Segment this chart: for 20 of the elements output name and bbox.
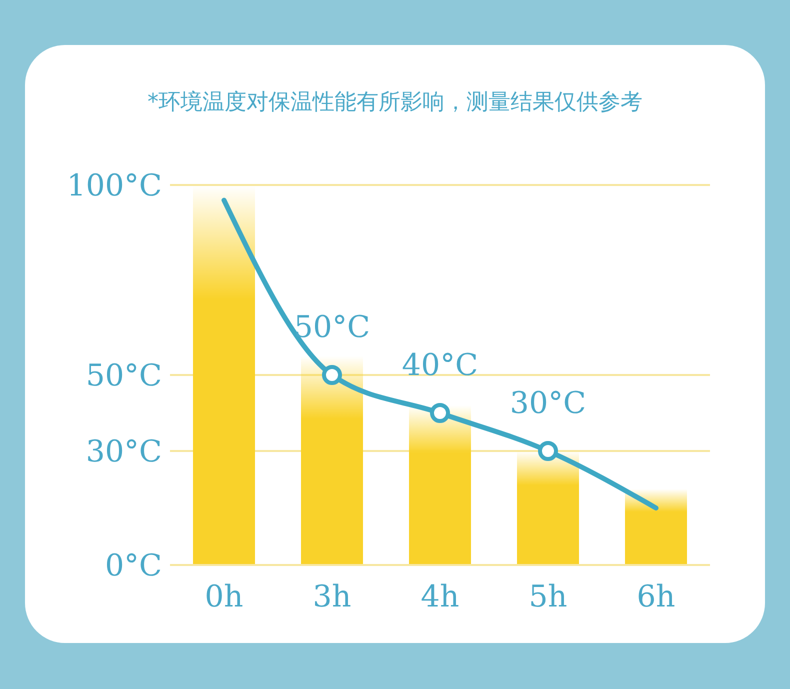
bar [409, 405, 471, 565]
bar [301, 356, 363, 565]
point [538, 441, 558, 461]
data-label: 50°C [294, 310, 370, 345]
x-tick-label: 4h [420, 579, 460, 614]
y-tick-label: 0°C [104, 548, 162, 584]
point [322, 365, 342, 385]
y-tick-label: 30°C [86, 434, 162, 470]
y-tick-label: 50°C [86, 358, 162, 394]
chart-title: *环境温度对保温性能有所影响，测量结果仅供参考 [146, 89, 644, 117]
y-tick-label: 100°C [66, 168, 162, 204]
point [430, 403, 450, 423]
x-tick-label: 0h [204, 579, 244, 614]
x-tick-label: 5h [528, 579, 568, 614]
x-tick-label: 3h [312, 579, 352, 614]
bar [625, 489, 687, 565]
data-label: 30°C [510, 386, 586, 421]
x-tick-label: 6h [636, 579, 676, 614]
bar [517, 451, 579, 565]
data-label: 40°C [402, 348, 478, 383]
